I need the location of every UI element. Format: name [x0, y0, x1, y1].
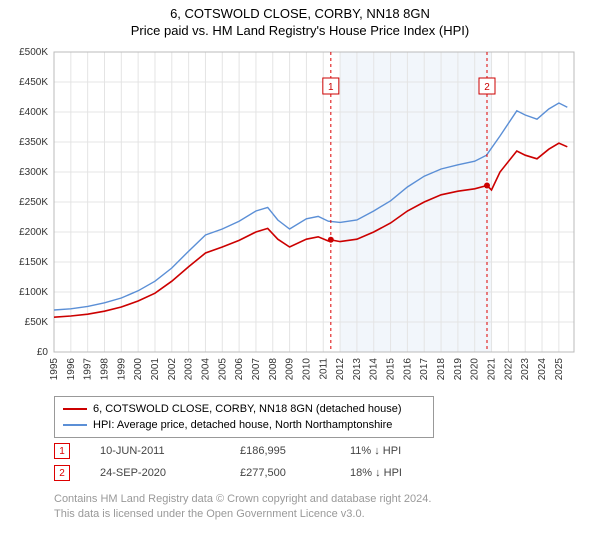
y-tick-label: £200K	[19, 227, 48, 238]
x-tick-label: 2019	[453, 358, 464, 381]
x-tick-label: 2020	[470, 358, 481, 381]
attribution: Contains HM Land Registry data © Crown c…	[54, 492, 574, 522]
x-tick-label: 2009	[285, 358, 296, 381]
x-tick-label: 2001	[150, 358, 161, 381]
x-tick-label: 2023	[520, 358, 531, 381]
y-tick-label: £100K	[19, 287, 48, 298]
attribution-line: This data is licensed under the Open Gov…	[54, 507, 574, 522]
page-subtitle: Price paid vs. HM Land Registry's House …	[0, 21, 600, 42]
sale-badge-icon: 2	[54, 465, 70, 481]
x-tick-label: 2021	[487, 358, 498, 381]
sale-badge-icon: 1	[54, 443, 70, 459]
x-tick-label: 2024	[537, 358, 548, 381]
legend: 6, COTSWOLD CLOSE, CORBY, NN18 8GN (deta…	[54, 396, 434, 438]
x-tick-label: 2005	[217, 358, 228, 381]
x-tick-label: 1997	[83, 358, 94, 381]
x-tick-label: 2014	[369, 358, 380, 381]
x-tick-label: 2004	[200, 358, 211, 381]
y-tick-label: £350K	[19, 137, 48, 148]
sale-point-icon	[328, 237, 334, 243]
x-tick-label: 2008	[268, 358, 279, 381]
x-tick-label: 2000	[133, 358, 144, 381]
x-tick-label: 2015	[386, 358, 397, 381]
x-tick-label: 1995	[49, 358, 60, 381]
x-tick-label: 2016	[402, 358, 413, 381]
legend-label-hpi: HPI: Average price, detached house, Nort…	[93, 419, 392, 431]
attribution-line: Contains HM Land Registry data © Crown c…	[54, 492, 574, 507]
y-tick-label: £450K	[19, 77, 48, 88]
x-tick-label: 1998	[99, 358, 110, 381]
sales-table: 1 10-JUN-2011 £186,995 11% ↓ HPI 2 24-SE…	[54, 440, 450, 484]
x-tick-label: 2002	[167, 358, 178, 381]
y-tick-label: £0	[37, 347, 49, 358]
x-tick-label: 2022	[503, 358, 514, 381]
y-tick-label: £50K	[25, 317, 49, 328]
legend-swatch-property	[63, 408, 87, 410]
y-tick-label: £250K	[19, 197, 48, 208]
y-tick-label: £500K	[19, 47, 48, 58]
price-chart: £0 £50K £100K £150K £200K £250K £300K £350K £400…	[0, 44, 600, 384]
legend-row-property: 6, COTSWOLD CLOSE, CORBY, NN18 8GN (deta…	[63, 401, 425, 417]
legend-row-hpi: HPI: Average price, detached house, Nort…	[63, 417, 425, 433]
x-tick-label: 2006	[234, 358, 245, 381]
y-tick-label: £150K	[19, 257, 48, 268]
x-tick-label: 2003	[184, 358, 195, 381]
legend-swatch-hpi	[63, 424, 87, 426]
x-tick-label: 2017	[419, 358, 430, 381]
chart-svg: £0 £50K £100K £150K £200K £250K £300K £350K £400…	[0, 44, 600, 384]
x-tick-label: 2013	[352, 358, 363, 381]
sale-hpi-delta: 11% ↓ HPI	[350, 445, 450, 457]
x-tick-label: 2010	[301, 358, 312, 381]
legend-label-property: 6, COTSWOLD CLOSE, CORBY, NN18 8GN (deta…	[93, 403, 402, 415]
sale-date: 10-JUN-2011	[100, 445, 210, 457]
sale-price: £186,995	[240, 445, 320, 457]
x-tick-label: 2025	[554, 358, 565, 381]
sale-marker-label: 1	[328, 82, 334, 93]
x-tick-label: 2007	[251, 358, 262, 381]
page-title: 6, COTSWOLD CLOSE, CORBY, NN18 8GN	[0, 0, 600, 21]
x-tick-label: 2011	[318, 358, 329, 380]
x-tick-label: 1996	[66, 358, 77, 381]
sale-date: 24-SEP-2020	[100, 467, 210, 479]
sale-row: 1 10-JUN-2011 £186,995 11% ↓ HPI	[54, 440, 450, 462]
x-tick-label: 1999	[116, 358, 127, 381]
sale-point-icon	[484, 183, 490, 189]
x-tick-label: 2012	[335, 358, 346, 381]
x-tick-label: 2018	[436, 358, 447, 381]
y-tick-label: £400K	[19, 107, 48, 118]
sale-row: 2 24-SEP-2020 £277,500 18% ↓ HPI	[54, 462, 450, 484]
sale-hpi-delta: 18% ↓ HPI	[350, 467, 450, 479]
y-tick-label: £300K	[19, 167, 48, 178]
sale-marker-label: 2	[484, 82, 490, 93]
sale-price: £277,500	[240, 467, 320, 479]
